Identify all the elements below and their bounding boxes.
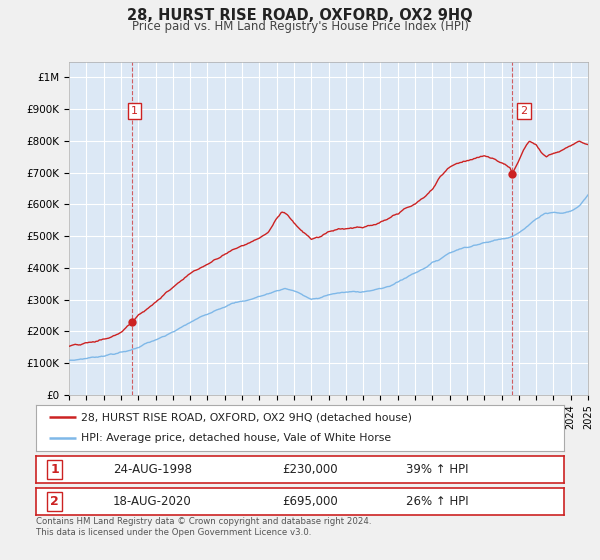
Text: 2: 2: [50, 494, 59, 508]
Text: 28, HURST RISE ROAD, OXFORD, OX2 9HQ: 28, HURST RISE ROAD, OXFORD, OX2 9HQ: [127, 8, 473, 24]
Text: 18-AUG-2020: 18-AUG-2020: [113, 494, 191, 508]
Text: 2: 2: [520, 106, 527, 116]
Text: 24-AUG-1998: 24-AUG-1998: [113, 463, 191, 477]
Text: 1: 1: [131, 106, 138, 116]
Text: £695,000: £695,000: [283, 494, 338, 508]
Text: Contains HM Land Registry data © Crown copyright and database right 2024.
This d: Contains HM Land Registry data © Crown c…: [36, 517, 371, 537]
Text: Price paid vs. HM Land Registry's House Price Index (HPI): Price paid vs. HM Land Registry's House …: [131, 20, 469, 32]
Text: HPI: Average price, detached house, Vale of White Horse: HPI: Average price, detached house, Vale…: [81, 433, 391, 444]
Text: 28, HURST RISE ROAD, OXFORD, OX2 9HQ (detached house): 28, HURST RISE ROAD, OXFORD, OX2 9HQ (de…: [81, 412, 412, 422]
Text: 39% ↑ HPI: 39% ↑ HPI: [406, 463, 469, 477]
Text: 1: 1: [50, 463, 59, 477]
Text: £230,000: £230,000: [283, 463, 338, 477]
Text: 26% ↑ HPI: 26% ↑ HPI: [406, 494, 469, 508]
